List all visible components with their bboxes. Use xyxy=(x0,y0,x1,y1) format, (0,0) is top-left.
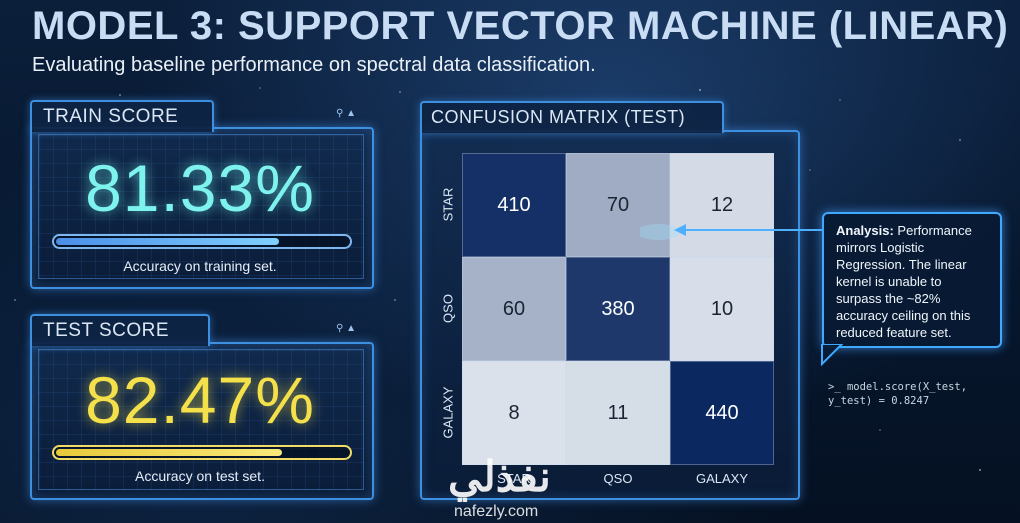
train-progress-bar xyxy=(52,234,352,249)
cm-cell-star-galaxy: 12 xyxy=(670,153,774,257)
test-caption: Accuracy on test set. xyxy=(135,468,265,484)
col-label-qso: QSO xyxy=(603,471,633,486)
train-caption: Accuracy on training set. xyxy=(123,258,277,274)
row-label-star: STAR xyxy=(440,187,456,222)
analysis-callout: Analysis: Performance mirrors Logistic R… xyxy=(822,212,1002,348)
cm-cell-star-qso: 70 xyxy=(566,153,670,257)
analysis-callout-heading: Analysis: xyxy=(836,223,894,238)
cm-cell-qso-galaxy: 10 xyxy=(670,257,774,361)
confusion-matrix-grid: 410 70 12 60 380 10 8 11 440 xyxy=(462,153,774,465)
chart-icon: ⚲ ▲ xyxy=(336,108,356,119)
test-score-value: 82.47% xyxy=(85,363,315,437)
cm-cell-qso-qso: 380 xyxy=(566,257,670,361)
train-progress-fill xyxy=(56,238,280,245)
analysis-callout-text: Performance mirrors Logistic Regression.… xyxy=(836,223,972,340)
train-score-tab xyxy=(30,100,214,132)
cm-cell-qso-star: 60 xyxy=(462,257,566,361)
train-score-display xyxy=(38,134,364,279)
train-score-label: TRAIN SCORE xyxy=(43,106,179,127)
test-score-display xyxy=(38,349,364,490)
test-score-tab xyxy=(30,314,210,346)
cm-cell-galaxy-star: 8 xyxy=(462,361,566,465)
confusion-matrix-tab xyxy=(420,101,724,133)
code-line-2: y_test) = 0.8247 xyxy=(828,395,930,407)
row-label-galaxy: GALAXY xyxy=(440,386,456,439)
test-progress-fill xyxy=(56,449,283,456)
watermark-url: nafezly.com xyxy=(454,503,539,520)
cm-cell-galaxy-galaxy: 440 xyxy=(670,361,774,465)
page-subtitle: Evaluating baseline performance on spect… xyxy=(32,54,596,76)
confusion-matrix-label: CONFUSION MATRIX (TEST) xyxy=(431,107,686,127)
chart-icon: ⚲ ▲ xyxy=(336,323,356,334)
test-score-label: TEST SCORE xyxy=(43,320,170,341)
row-label-qso: QSO xyxy=(440,294,456,323)
cm-cell-galaxy-qso: 11 xyxy=(566,361,670,465)
callout-arrow xyxy=(640,224,824,240)
callout-pointer xyxy=(821,344,844,367)
cm-cell-star-star: 410 xyxy=(462,153,566,257)
col-label-star: STAR xyxy=(497,471,531,486)
col-label-galaxy: GALAXY xyxy=(695,471,749,486)
train-score-value: 81.33% xyxy=(85,151,315,225)
page-title: MODEL 3: SUPPORT VECTOR MACHINE (LINEAR) xyxy=(32,4,1009,48)
code-line-1: >_ model.score(X_test, xyxy=(828,381,968,393)
watermark-logo: نفذلي xyxy=(448,453,551,500)
test-progress-bar xyxy=(52,445,352,460)
code-snippet: >_ model.score(X_test, y_test) = 0.8247 xyxy=(828,380,967,408)
